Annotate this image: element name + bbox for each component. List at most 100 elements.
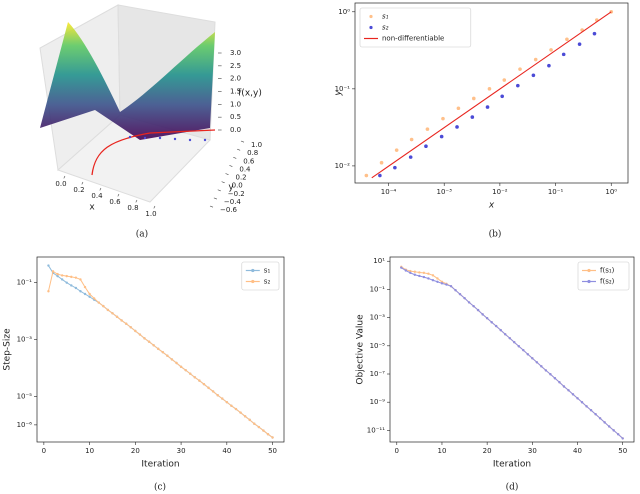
z-tick-label: 2.5 (230, 62, 241, 70)
marker (504, 333, 507, 336)
y-tick-label: 10⁻⁵ (17, 392, 33, 400)
marker (535, 361, 539, 364)
plot-frame (36, 256, 285, 443)
z-tick-label: 0.0 (230, 126, 241, 134)
marker (253, 422, 256, 425)
marker (79, 290, 82, 293)
marker (427, 272, 430, 275)
x-tick-label: 40 (573, 447, 582, 455)
x-tick-label: 30 (177, 447, 186, 455)
marker (456, 106, 461, 111)
marker (47, 264, 50, 267)
marker (79, 278, 82, 281)
y-tick-label: 0.4 (239, 165, 251, 173)
marker (60, 278, 64, 281)
line (371, 11, 612, 179)
marker (88, 295, 91, 298)
legend-label: f(s₁) (600, 267, 615, 275)
marker (549, 48, 553, 52)
marker (400, 266, 403, 269)
x-tick-label: 0.0 (55, 180, 66, 188)
marker (379, 160, 384, 165)
tick-mark (213, 197, 217, 200)
marker (404, 269, 408, 272)
y-axis-label: Objective Value (356, 314, 366, 385)
marker (436, 277, 439, 280)
marker (567, 389, 570, 392)
marker (481, 313, 484, 316)
z-tick-label: 1.0 (230, 100, 241, 108)
y-tick-label: 0.2 (236, 174, 247, 182)
marker (445, 283, 448, 286)
marker (193, 376, 197, 379)
marker (561, 52, 566, 57)
marker (422, 271, 426, 275)
legend-label: f(s₂) (600, 278, 615, 286)
x-axis-label: x (89, 203, 95, 213)
marker (577, 42, 582, 46)
y-tick-label: 10⁻⁹ (370, 398, 386, 406)
y-axis-label: y (334, 90, 344, 97)
marker (490, 321, 493, 324)
plot-frame (389, 256, 635, 443)
y-tick-label: 10⁻⁵ (370, 342, 386, 350)
series (400, 266, 624, 440)
marker (134, 329, 137, 333)
y-tick-label: 1.0 (251, 141, 262, 149)
marker (248, 418, 251, 422)
line (401, 266, 624, 439)
z-tick-label: 1.5 (230, 88, 241, 96)
marker (198, 379, 201, 382)
tick-mark (233, 156, 237, 159)
marker (467, 301, 471, 304)
marker (454, 289, 457, 292)
marker (56, 274, 59, 278)
marker (408, 155, 413, 159)
marker (216, 394, 219, 397)
x-tick-label: 50 (268, 447, 277, 455)
z-tick-label: 3.0 (230, 49, 241, 57)
y-tick-label: 10⁻² (335, 162, 351, 170)
x-axis-label: Iteration (141, 460, 179, 470)
marker (517, 345, 520, 348)
marker (92, 297, 96, 300)
marker (106, 308, 110, 312)
z-tick-label: 2.0 (230, 75, 241, 83)
marker (70, 275, 73, 279)
x-tick-label: 30 (528, 447, 537, 455)
marker (413, 270, 417, 273)
marker (124, 322, 128, 325)
legend-label: s₁ (264, 267, 271, 275)
marker (449, 284, 453, 288)
floor-pane (57, 114, 211, 203)
series (371, 11, 612, 179)
tick-mark (135, 199, 138, 203)
y-tick-label: −0.6 (220, 206, 238, 214)
x-tick-label: 10⁰ (605, 188, 617, 196)
marker (494, 324, 498, 328)
marker (585, 405, 588, 408)
marker (271, 436, 274, 439)
legend-box (241, 261, 280, 291)
marker (102, 304, 105, 308)
marker (166, 354, 169, 357)
marker (436, 280, 439, 283)
legend-label: s₂ (264, 278, 271, 286)
y-tick-label: 10⁻¹¹ (367, 426, 385, 434)
x-tick-label: 10⁻¹ (548, 188, 564, 196)
legend-box (577, 261, 630, 291)
tick-mark (81, 181, 84, 185)
marker (571, 393, 575, 396)
marker (207, 386, 210, 390)
x-tick-label: 50 (618, 447, 627, 455)
y-tick-label: 10⁻³ (370, 314, 386, 322)
legend-marker (369, 25, 373, 30)
marker (531, 357, 534, 360)
marker (463, 296, 466, 300)
marker (83, 285, 87, 289)
y-tick-label: −0.4 (224, 198, 242, 206)
marker (553, 377, 557, 380)
marker (533, 57, 538, 62)
marker (439, 134, 444, 139)
x-tick-label: 0 (42, 447, 46, 455)
